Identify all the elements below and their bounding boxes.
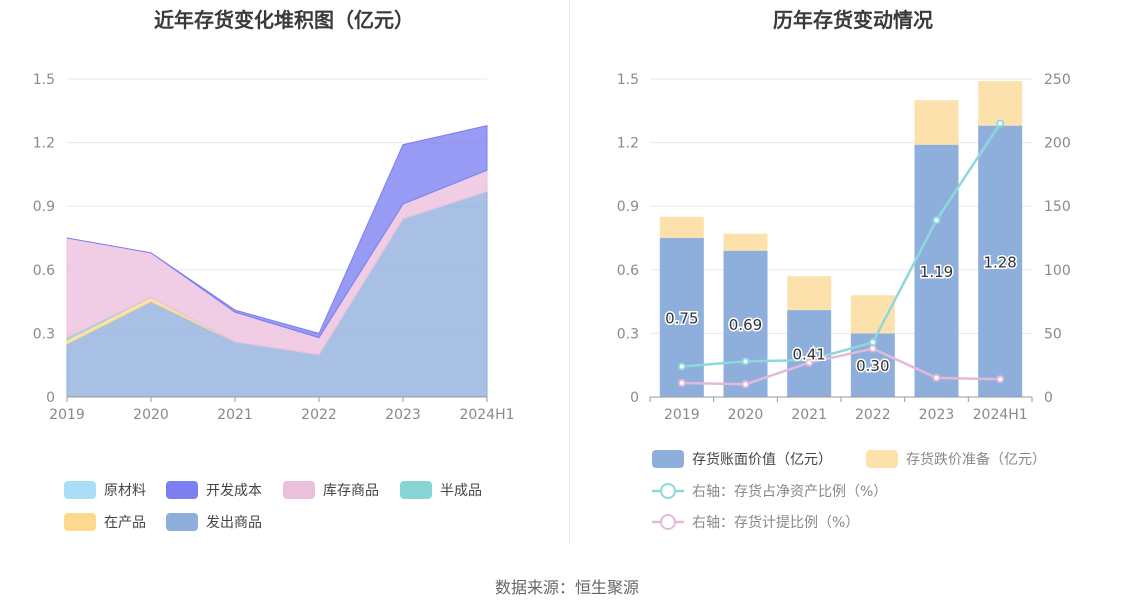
x-tick-label: 2023 — [919, 407, 955, 423]
line-point — [868, 338, 877, 347]
y-tick-label: 0.3 — [33, 326, 55, 342]
y-tick-label: 1.2 — [617, 136, 639, 152]
legend-label: 原材料 — [104, 483, 146, 499]
area-series-5 — [66, 125, 488, 339]
bar-line-chart-panel: 历年存货变动情况 0 0.3 0.6 0.9 1.2 1.5 0 50 100 150 200 250… — [572, 0, 1134, 560]
bar-impairment — [659, 216, 704, 238]
x-tick-label: 2020 — [728, 407, 764, 423]
legend-swatch — [866, 450, 898, 468]
bar-value-label: 0.30 — [856, 357, 889, 375]
line-point — [677, 362, 686, 371]
bar-line-chart: 0 0.3 0.6 0.9 1.2 1.5 0 50 100 150 200 250 2019 2020 2… — [617, 72, 1071, 531]
bar-impairment — [978, 81, 1023, 126]
legend-label: 开发成本 — [206, 483, 262, 499]
line-point — [868, 344, 877, 353]
line-point — [932, 373, 941, 382]
x-tick-label: 2021 — [791, 407, 827, 423]
line-point — [805, 358, 814, 367]
left-chart-title: 近年存货变化堆积图（亿元） — [154, 8, 414, 32]
y2-tick-label: 100 — [1044, 263, 1071, 279]
line-series-3 — [681, 347, 1001, 386]
legend-label: 存货账面价值（亿元） — [692, 451, 832, 468]
legend-swatch — [652, 450, 684, 468]
x-tick-label: 2019 — [664, 407, 700, 423]
legend-label: 存货跌价准备（亿元） — [906, 451, 1046, 468]
line-series-2 — [681, 122, 1002, 368]
y-tick-label: 0.9 — [33, 199, 55, 215]
line-point — [996, 375, 1005, 384]
stacked-area-chart: 0 0.3 0.6 0.9 1.2 1.5 2019 2020 2021 2022 2023 2024… — [33, 72, 515, 531]
legend-swatch — [283, 481, 315, 499]
x-tick-label: 2022 — [301, 407, 337, 423]
y2-tick-label: 50 — [1044, 326, 1062, 342]
legend-label: 在产品 — [104, 515, 146, 531]
panel-divider — [569, 0, 570, 545]
line-point — [741, 380, 750, 389]
bar-value-label: 0.69 — [729, 316, 762, 334]
line-point — [996, 119, 1005, 128]
legend-label: 右轴：存货计提比例（%） — [692, 514, 859, 531]
bar-book-value — [978, 125, 1023, 397]
y-tick-label: 1.2 — [33, 136, 55, 152]
stacked-area-chart-panel: 近年存货变化堆积图（亿元） 0 0.3 0.6 0.9 1.2 1.5 2019 2020 20… — [0, 0, 568, 560]
legend-swatch — [166, 481, 198, 499]
legend-swatch — [166, 513, 198, 531]
y2-tick-label: 0 — [1044, 390, 1053, 406]
bar-value-label: 0.75 — [665, 310, 698, 328]
legend-swatch — [64, 513, 96, 531]
x-tick-label: 2024H1 — [973, 407, 1028, 423]
y-tick-label: 0 — [630, 390, 639, 406]
legend-line-marker — [660, 514, 676, 530]
y2-tick-label: 200 — [1044, 136, 1071, 152]
x-tick-label: 2021 — [217, 407, 253, 423]
line-point — [741, 357, 750, 366]
y-tick-label: 0.9 — [617, 199, 639, 215]
legend-swatch — [400, 481, 432, 499]
bar-impairment — [914, 100, 959, 145]
x-tick-label: 2020 — [133, 407, 169, 423]
y-tick-label: 1.5 — [33, 72, 55, 88]
bar-book-value — [723, 250, 768, 397]
x-tick-label: 2022 — [855, 407, 891, 423]
bar-value-label: 1.28 — [983, 253, 1016, 271]
y-tick-label: 0.3 — [617, 326, 639, 342]
bar-book-value — [914, 144, 959, 397]
bar-value-label: 1.19 — [920, 263, 953, 281]
bar-book-value — [659, 238, 704, 397]
y-tick-label: 1.5 — [617, 72, 639, 88]
legend-line-marker — [660, 483, 676, 499]
bar-value-label: 0.41 — [792, 346, 825, 364]
line-point — [932, 216, 941, 225]
legend-label: 发出商品 — [206, 515, 262, 531]
legend-label: 半成品 — [440, 483, 482, 499]
right-chart-title: 历年存货变动情况 — [773, 8, 933, 32]
bar-impairment — [723, 233, 768, 251]
x-tick-label: 2023 — [385, 407, 421, 423]
legend-label: 库存商品 — [323, 483, 379, 499]
x-tick-label: 2024H1 — [459, 407, 514, 423]
legend-label: 右轴：存货占净资产比例（%） — [692, 483, 887, 500]
line-point — [677, 379, 686, 388]
legend-swatch — [64, 481, 96, 499]
bar-book-value — [787, 310, 832, 397]
y-tick-label: 0 — [46, 390, 55, 406]
y2-tick-label: 250 — [1044, 72, 1071, 88]
data-source-note: 数据来源：恒生聚源 — [494, 578, 639, 597]
y-tick-label: 0.6 — [617, 263, 639, 279]
x-tick-label: 2019 — [49, 407, 85, 423]
y-tick-label: 0.6 — [33, 263, 55, 279]
y2-tick-label: 150 — [1044, 199, 1071, 215]
bar-impairment — [787, 276, 832, 311]
